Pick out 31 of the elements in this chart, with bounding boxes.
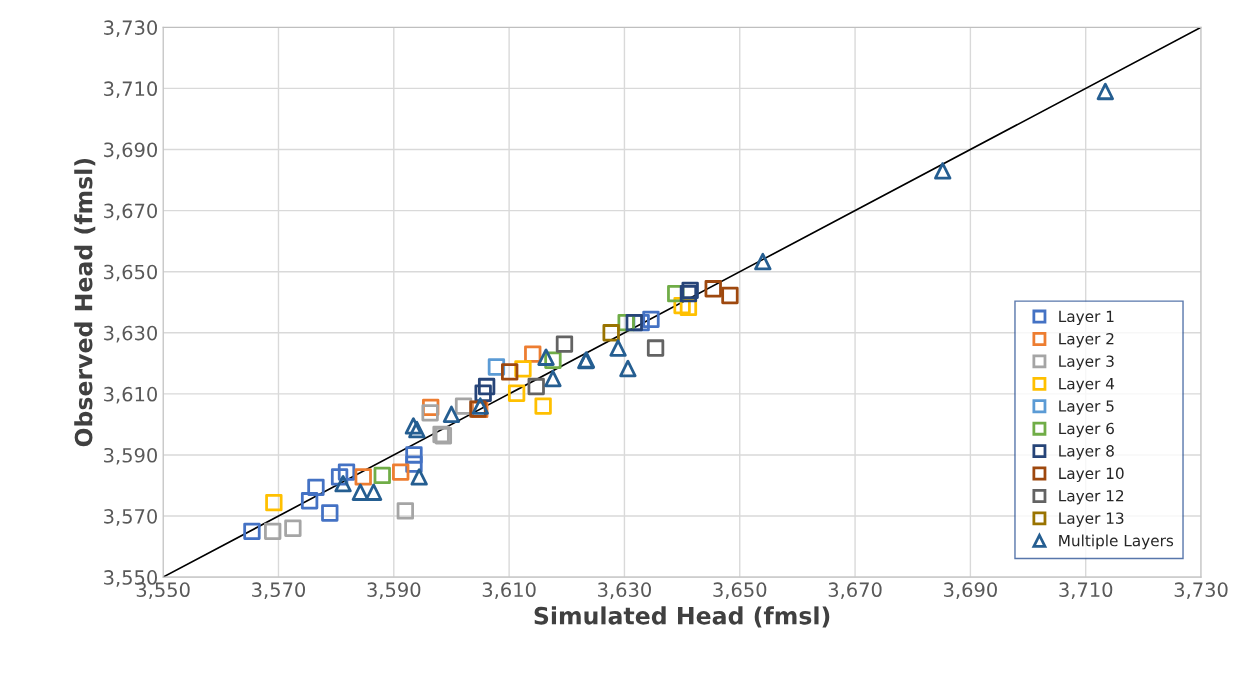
legend-label: Layer 6 bbox=[1059, 422, 1114, 438]
y-tick-label: 3,590 bbox=[104, 447, 157, 465]
legend-label: Layer 1 bbox=[1059, 310, 1114, 326]
legend-label: Layer 8 bbox=[1059, 445, 1114, 460]
x-tick-label: 3,610 bbox=[482, 582, 536, 600]
x-tick-label: 3,690 bbox=[944, 582, 997, 600]
y-tick-label: 3,670 bbox=[104, 203, 157, 221]
x-tick-label: 3,730 bbox=[1174, 582, 1228, 600]
x-tick-label: 3,630 bbox=[598, 582, 651, 600]
legend-label: Layer 2 bbox=[1059, 332, 1114, 348]
legend-label: Layer 13 bbox=[1059, 512, 1124, 527]
legend-label: Layer 10 bbox=[1059, 467, 1124, 483]
legend-label: Layer 5 bbox=[1059, 400, 1114, 415]
y-tick-label: 3,650 bbox=[104, 264, 157, 282]
y-tick-label: 3,570 bbox=[104, 509, 157, 526]
y-tick-label: 3,610 bbox=[104, 386, 157, 404]
x-tick-label: 3,650 bbox=[713, 582, 767, 600]
y-tick-label: 3,730 bbox=[104, 20, 157, 37]
x-tick-label: 3,570 bbox=[252, 582, 306, 600]
legend-label: Layer 12 bbox=[1059, 489, 1124, 505]
x-tick-label: 3,710 bbox=[1059, 582, 1113, 600]
x-axis-title: Simulated Head (fmsl) bbox=[534, 606, 830, 628]
x-tick-label: 3,670 bbox=[828, 582, 882, 600]
y-tick-label: 3,630 bbox=[104, 325, 157, 343]
legend-label: Multiple Layers bbox=[1059, 534, 1174, 550]
y-tick-label: 3,710 bbox=[104, 81, 157, 99]
x-tick-label: 3,590 bbox=[367, 582, 421, 600]
legend-label: Layer 4 bbox=[1059, 378, 1115, 393]
y-axis-title: Observed Head (fmsl) bbox=[74, 158, 96, 447]
legend-label: Layer 3 bbox=[1059, 355, 1114, 370]
y-tick-label: 3,690 bbox=[104, 142, 157, 160]
